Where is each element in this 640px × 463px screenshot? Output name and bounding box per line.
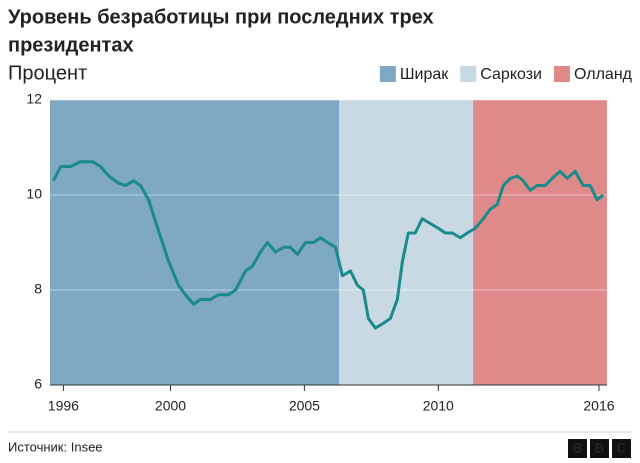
x-tick-label: 2005 [289,398,320,414]
legend-swatch [460,66,477,82]
y-tick-label: 8 [34,281,42,297]
legend-swatch [379,66,396,82]
legend-label: Олланд [574,66,633,83]
legend-label: Ширак [400,66,449,83]
x-tick-label: 2000 [155,398,186,414]
x-tick-label: 1996 [48,398,79,414]
x-tick-label: 2010 [423,398,454,414]
y-tick-label: 10 [26,186,42,202]
chart-title: президентах [8,34,134,56]
legend-label: Саркози [480,66,542,83]
period-band [473,100,607,385]
logo-letter: C [616,440,626,456]
x-tick-label: 2016 [583,398,614,414]
logo-box [590,439,609,458]
chart-title: Уровень безработицы при последних трех [8,6,434,28]
logo-letter: B [572,440,582,456]
logo-letter: B [594,440,604,456]
source: Источник: Insee [8,439,103,454]
chart-subtitle: Процент [8,62,87,84]
y-tick-label: 12 [26,91,42,107]
logo-box [612,439,631,458]
data-line [52,160,605,330]
logo-box [568,439,587,458]
y-tick-label: 6 [34,376,42,392]
legend-swatch [553,66,570,82]
period-band [50,100,340,385]
